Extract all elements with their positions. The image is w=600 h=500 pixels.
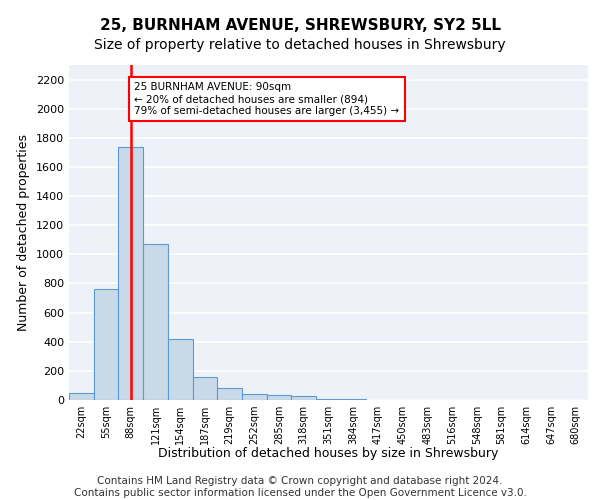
Bar xyxy=(292,396,316,400)
Bar xyxy=(69,392,94,400)
Bar xyxy=(94,290,118,400)
Text: Size of property relative to detached houses in Shrewsbury: Size of property relative to detached ho… xyxy=(94,38,506,52)
X-axis label: Distribution of detached houses by size in Shrewsbury: Distribution of detached houses by size … xyxy=(158,447,499,460)
Bar xyxy=(118,146,143,400)
Bar xyxy=(143,244,168,400)
Text: 25, BURNHAM AVENUE, SHREWSBURY, SY2 5LL: 25, BURNHAM AVENUE, SHREWSBURY, SY2 5LL xyxy=(100,18,500,32)
Y-axis label: Number of detached properties: Number of detached properties xyxy=(17,134,31,331)
Bar xyxy=(217,388,242,400)
Bar xyxy=(193,378,217,400)
Bar xyxy=(168,339,193,400)
Bar xyxy=(242,394,267,400)
Text: 25 BURNHAM AVENUE: 90sqm
← 20% of detached houses are smaller (894)
79% of semi-: 25 BURNHAM AVENUE: 90sqm ← 20% of detach… xyxy=(134,82,400,116)
Bar xyxy=(316,398,341,400)
Bar xyxy=(267,395,292,400)
Text: Contains HM Land Registry data © Crown copyright and database right 2024.
Contai: Contains HM Land Registry data © Crown c… xyxy=(74,476,526,498)
